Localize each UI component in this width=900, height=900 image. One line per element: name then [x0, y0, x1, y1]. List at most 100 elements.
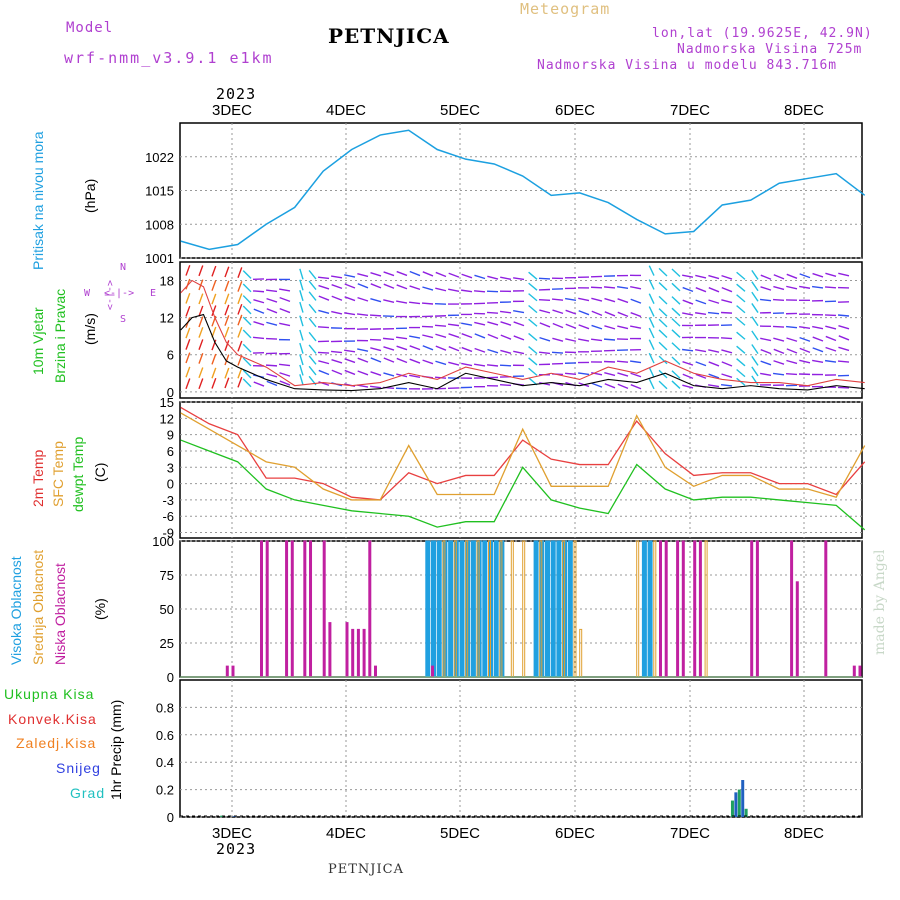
wind-arrow	[317, 351, 330, 354]
wind-arrow	[708, 361, 720, 367]
wind-arrow	[265, 289, 278, 293]
model-label: Model	[66, 20, 114, 36]
wind-arrow	[266, 297, 278, 303]
wind-arrow	[370, 385, 382, 389]
wind-arrow	[759, 298, 772, 302]
wind-arrow	[658, 380, 668, 390]
cloud-bar-0	[641, 540, 647, 678]
wind-arrow	[500, 334, 512, 340]
wind-arrow	[658, 318, 668, 328]
wind-arrow	[721, 286, 733, 293]
wind-arrow	[461, 362, 473, 367]
wind-arrow	[435, 333, 447, 338]
wind-arrow	[799, 336, 811, 342]
wind-arrow	[671, 307, 681, 317]
day-label-top-4: 7DEC	[670, 102, 710, 119]
wind-arrow	[299, 374, 304, 386]
wind-arrow	[708, 373, 720, 379]
cloud-bar-2	[368, 540, 372, 678]
wind-arrow	[299, 290, 304, 301]
wind-arrow	[242, 369, 252, 379]
wind-arrow	[812, 325, 824, 330]
wind-arrow	[308, 291, 317, 301]
pressure-line	[180, 129, 866, 251]
wind-arrow	[539, 382, 551, 386]
cloud-bar-0	[647, 540, 653, 678]
wind-arrow	[751, 355, 759, 366]
wind-arrow	[500, 321, 512, 326]
wind-arrow	[604, 311, 616, 317]
wind-arrow	[396, 357, 408, 364]
precip-legend-snow: Snijeg	[56, 760, 101, 776]
wind-arrow	[370, 283, 382, 289]
wind-arrow	[708, 349, 720, 353]
wind-arrow	[736, 271, 746, 280]
wind-arrow	[824, 286, 837, 289]
ytick-pressure-1: 1008	[145, 217, 174, 232]
wind-arrow	[299, 301, 304, 313]
wind-arrow	[279, 288, 291, 292]
ytick-wind-3: 18	[160, 274, 174, 289]
wind-arrow	[308, 280, 317, 291]
temp-line-1	[180, 412, 866, 501]
wind-arrow	[617, 311, 629, 317]
cloud-bar-2	[790, 540, 794, 678]
wind-arrow	[331, 283, 343, 290]
wind-arrow	[786, 273, 798, 279]
ytick-pressure-0: 1001	[145, 251, 174, 266]
wind-arrow	[736, 305, 746, 314]
wind-arrow	[671, 356, 681, 365]
ytick-temperature-2: -3	[162, 493, 174, 508]
wind-arrow	[224, 280, 230, 292]
wind-arrow	[695, 312, 707, 316]
compass-h-arrows: <-|->	[104, 288, 135, 299]
wind-arrow	[751, 330, 759, 341]
wind-arrow	[357, 370, 369, 376]
wind-arrow	[648, 378, 655, 390]
wind-arrow	[299, 342, 304, 354]
precip-bar	[737, 789, 741, 817]
wind-arrow	[344, 349, 356, 353]
ytick-cloud-2: 50	[160, 602, 174, 617]
wind-arrow	[590, 286, 603, 289]
compass-indicator: W E <-|-> N S <-|->	[84, 262, 159, 327]
lonlat-label: lon,lat (19.9625E, 42.9N)	[652, 26, 873, 41]
wind-arrow	[513, 277, 525, 281]
wind-arrow	[318, 295, 330, 301]
wind-arrow	[565, 323, 577, 329]
wind-arrow	[461, 333, 473, 339]
wind-arrow	[242, 357, 252, 367]
wind-arrow	[357, 296, 369, 302]
wind-arrow	[237, 293, 243, 305]
wind-arrow	[721, 373, 733, 378]
wind-arrow	[658, 267, 668, 277]
wind-arrow	[308, 344, 317, 354]
wind-arrow	[409, 345, 421, 351]
wind-arrow	[708, 274, 720, 280]
compass-w: W	[84, 288, 91, 299]
wind-arrow	[198, 353, 204, 364]
wind-arrow	[253, 308, 265, 314]
wind-arrow	[721, 349, 733, 354]
ytick-temperature-7: 12	[160, 411, 174, 426]
wind-arrow	[318, 284, 330, 290]
wind-arrow	[237, 354, 243, 366]
wind-arrow	[308, 303, 317, 314]
wind-arrow	[671, 282, 681, 292]
wind-arrow	[528, 304, 538, 314]
wind-arrow	[422, 359, 434, 365]
wind-arrow	[671, 380, 681, 389]
wind-arrow	[211, 305, 217, 317]
wind-arrow	[708, 287, 720, 293]
wind-arrow	[695, 348, 707, 353]
wind-arrow	[838, 325, 850, 330]
wind-arrow	[616, 360, 629, 363]
wind-arrow	[630, 286, 642, 290]
wind-arrow	[383, 357, 395, 363]
wind-arrow	[736, 345, 746, 354]
wind-arrow	[198, 367, 204, 379]
cloud-bar-2	[676, 540, 680, 678]
cloud-bar-2	[750, 540, 754, 678]
wind-arrow	[279, 296, 291, 303]
